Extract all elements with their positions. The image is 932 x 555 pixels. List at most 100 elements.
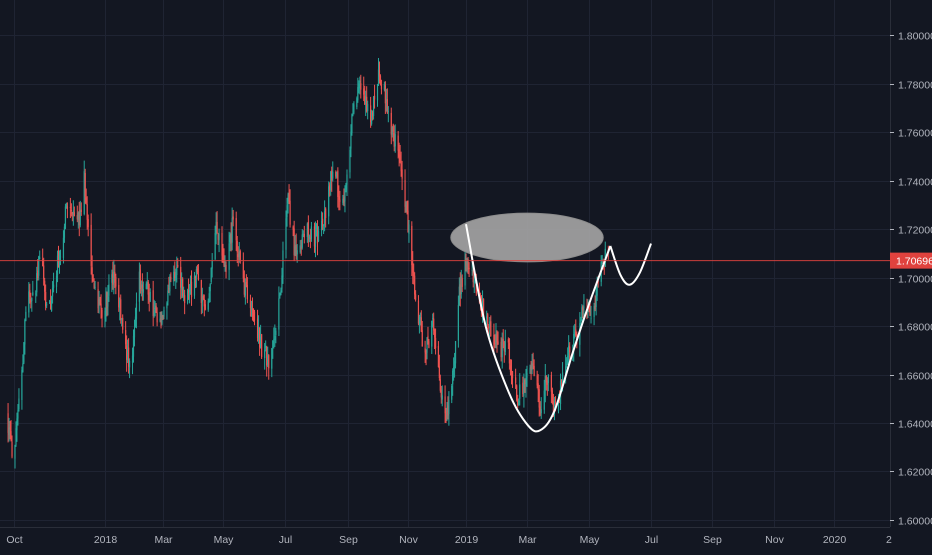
candle	[543, 379, 545, 414]
candle	[265, 340, 267, 352]
candle	[516, 384, 518, 402]
candle	[583, 294, 585, 320]
candle	[105, 287, 107, 322]
candle	[431, 320, 433, 355]
candle	[278, 286, 280, 337]
candle	[217, 232, 219, 246]
candle	[203, 294, 205, 317]
candle	[51, 281, 54, 304]
candle	[489, 317, 491, 337]
candle	[58, 250, 61, 274]
candle	[501, 332, 503, 369]
candle	[196, 264, 199, 275]
candle	[517, 394, 519, 409]
candle	[174, 261, 176, 282]
candle	[338, 185, 340, 211]
candle	[70, 203, 72, 217]
candle	[222, 243, 224, 263]
candle	[417, 295, 420, 326]
candle	[63, 223, 66, 243]
price-axis[interactable]: 1.80000 1.78000 1.76000 1.74000 1.72000 1.700…	[890, 31, 932, 528]
candle	[504, 329, 506, 356]
candle	[16, 412, 18, 442]
y-tick-label: 1.66000	[898, 371, 932, 383]
time-axis[interactable]: Oct 2018 Mar May Jul Sep Nov 2019 Mar May Jul Sep No…	[6, 534, 892, 546]
candle	[279, 292, 281, 299]
candle	[601, 255, 603, 264]
candle	[71, 212, 73, 222]
candle	[466, 257, 468, 273]
candle	[156, 307, 158, 327]
candle	[140, 280, 142, 297]
candle	[320, 211, 323, 237]
candle	[85, 188, 87, 205]
candle	[317, 226, 320, 242]
candle	[235, 211, 237, 251]
candle	[215, 212, 217, 245]
x-tick-label: 2018	[94, 534, 118, 546]
rim-ellipse[interactable]	[450, 212, 604, 263]
candle	[468, 262, 470, 278]
candle	[467, 256, 469, 275]
candle	[76, 205, 78, 223]
candle	[155, 303, 157, 314]
handle-curve[interactable]	[609, 243, 652, 286]
candle	[145, 281, 147, 290]
y-tick-label: 1.78000	[898, 80, 932, 92]
candle	[122, 314, 124, 334]
candle	[502, 329, 504, 349]
candle	[25, 306, 27, 322]
candle	[188, 284, 191, 304]
pattern-drawings[interactable]	[450, 212, 652, 433]
candle	[167, 284, 169, 306]
candle	[214, 225, 216, 260]
candle	[273, 327, 275, 349]
candle	[404, 169, 406, 213]
candle	[545, 375, 547, 391]
candle	[83, 160, 85, 216]
candle	[525, 368, 527, 398]
candle	[363, 76, 365, 102]
candle	[358, 80, 360, 94]
candle	[119, 297, 121, 321]
candle	[50, 295, 53, 312]
candle	[108, 274, 110, 302]
candle	[112, 261, 114, 290]
candle	[14, 444, 16, 469]
candle	[93, 278, 95, 289]
candle	[352, 103, 354, 117]
candle	[266, 345, 268, 377]
candle	[385, 88, 387, 112]
candle	[420, 310, 422, 333]
cup-curve[interactable]	[465, 223, 612, 433]
candle	[229, 232, 231, 252]
candle	[218, 228, 220, 253]
candle	[135, 292, 138, 329]
candle	[465, 253, 467, 272]
candle	[546, 377, 548, 396]
candle	[306, 222, 308, 243]
candle	[141, 273, 143, 301]
candle	[386, 88, 388, 114]
candle	[379, 74, 382, 86]
candle	[249, 294, 252, 317]
candle	[391, 126, 393, 138]
candle	[148, 283, 150, 312]
candle	[264, 343, 266, 370]
candle	[195, 266, 198, 288]
candle	[15, 421, 17, 447]
candle	[595, 286, 597, 316]
candle	[204, 299, 206, 311]
candle	[439, 374, 441, 393]
candle	[238, 242, 240, 263]
candle	[344, 185, 346, 213]
candle	[328, 181, 330, 225]
candle	[65, 202, 68, 209]
y-tick-label: 1.70000	[898, 274, 932, 286]
candle	[111, 269, 113, 293]
candle	[92, 274, 94, 282]
candle	[321, 212, 324, 231]
candle	[308, 234, 310, 243]
